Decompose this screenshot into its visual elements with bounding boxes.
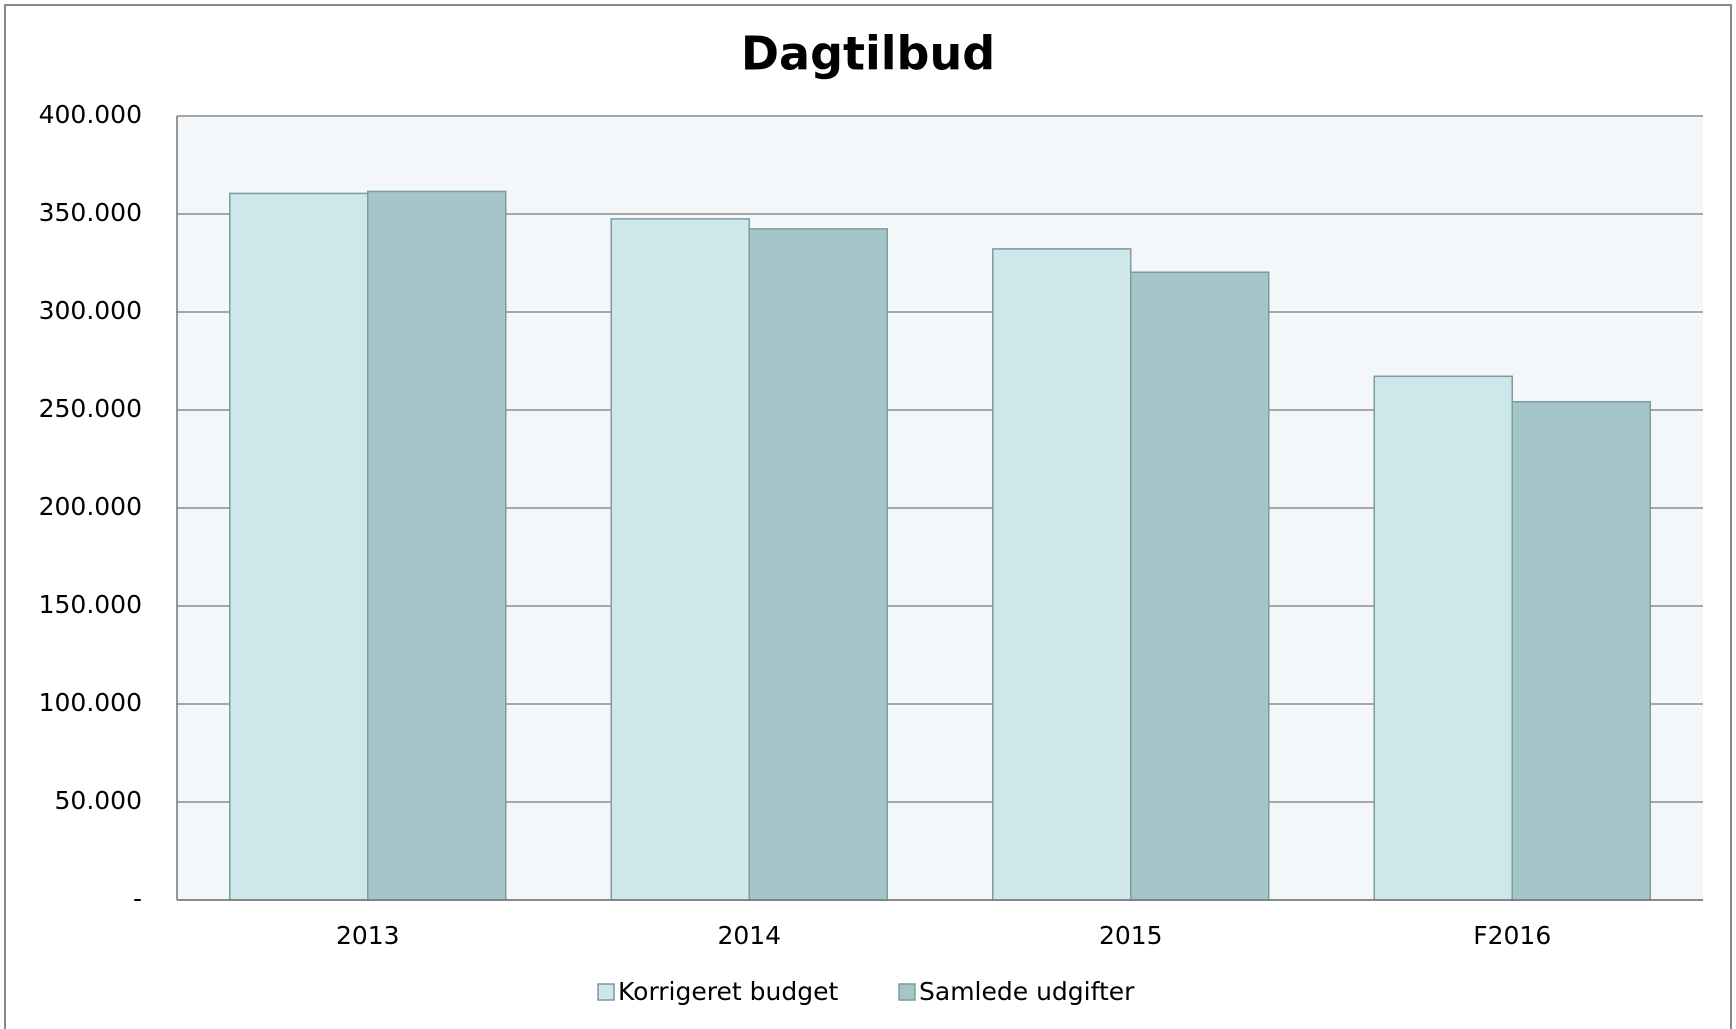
chart-title: Dagtilbud	[741, 27, 995, 81]
y-tick-label: 200.000	[39, 492, 142, 521]
legend-swatch	[898, 983, 916, 1001]
y-tick-label: -	[133, 884, 142, 913]
x-tick-label: F2016	[1473, 921, 1551, 950]
legend-label: Korrigeret budget	[618, 977, 838, 1006]
bar	[992, 248, 1132, 901]
bar	[748, 228, 888, 901]
x-tick-label: 2013	[336, 921, 400, 950]
bar	[1511, 401, 1651, 901]
legend-swatch	[597, 983, 615, 1001]
x-tick-label: 2015	[1099, 921, 1163, 950]
legend-label: Samlede udgifter	[919, 977, 1135, 1006]
y-tick-label: 250.000	[39, 394, 142, 423]
y-tick-label: 350.000	[39, 198, 142, 227]
y-tick-label: 50.000	[55, 786, 142, 815]
bar	[610, 218, 750, 901]
y-tick-label: 400.000	[39, 100, 142, 129]
y-tick-label: 300.000	[39, 296, 142, 325]
y-tick-label: 100.000	[39, 688, 142, 717]
bar	[1130, 271, 1270, 901]
x-tick-label: 2014	[717, 921, 781, 950]
bar	[229, 192, 369, 901]
y-tick-label: 150.000	[39, 590, 142, 619]
bar	[1373, 375, 1513, 901]
bar	[367, 190, 507, 901]
